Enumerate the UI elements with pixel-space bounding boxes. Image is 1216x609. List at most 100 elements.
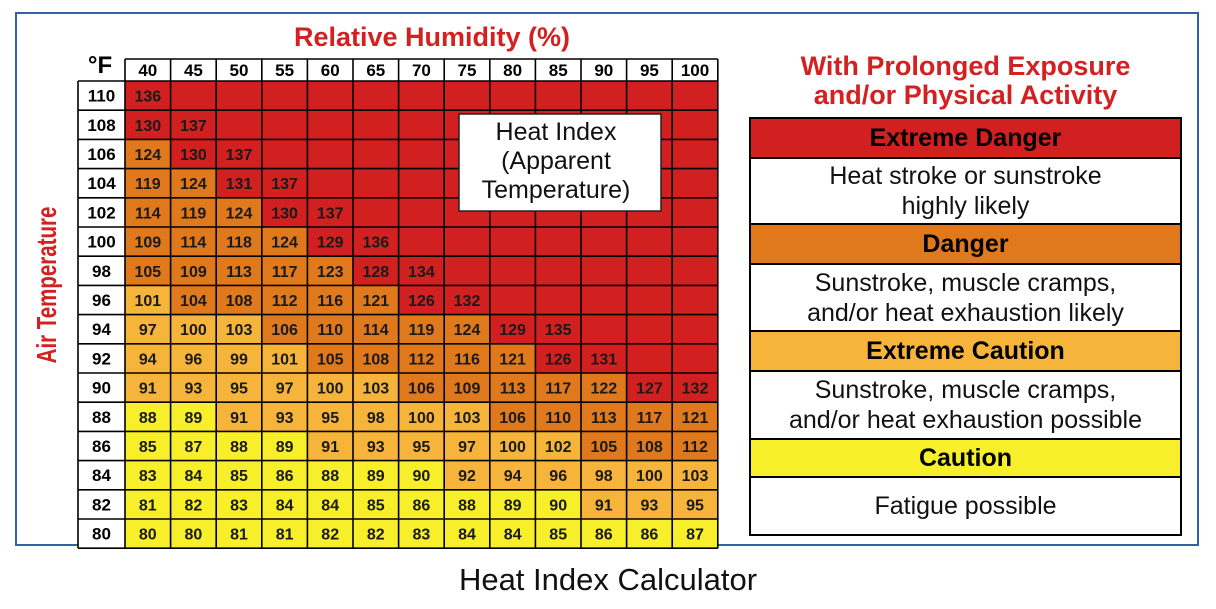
heat-value-label: 114 [180,235,206,252]
heat-cell [125,460,171,491]
heat-value-label: 98 [595,468,613,485]
legend-danger-label: Danger [922,229,1009,258]
heat-value-label: 135 [545,322,572,339]
heat-cell [216,81,263,111]
heat-cell [261,81,308,111]
heat-value-label: 121 [682,410,709,427]
heat-value-label: 122 [590,381,617,398]
heat-cell [398,314,445,345]
heat-cell [581,431,627,461]
heat-value-label: 83 [413,527,431,544]
heat-cell [261,314,308,345]
heat-cell [398,519,445,549]
heat-cell [489,343,536,374]
heat-cell [581,519,627,549]
heat-cell [170,227,217,257]
temperature-tick-label: 108 [87,116,115,135]
heat-value-label: 116 [317,293,343,310]
heat-cell [216,373,263,403]
heat-cell [216,402,263,432]
heat-value-label: 88 [321,468,339,485]
heat-value-label: 91 [595,497,613,514]
heat-cell [626,314,673,345]
legend-extreme-caution-desc-2: and/or heat exhaustion possible [788,406,1143,434]
heat-cell [307,197,354,228]
heat-cell [626,81,673,111]
heat-value-label: 113 [226,264,252,281]
heat-cell [353,460,399,491]
heat-cell [125,139,171,169]
heat-cell [444,489,491,520]
heat-value-label: 97 [276,381,294,398]
heat-cell [307,402,354,432]
heat-cell [216,460,263,491]
heat-cell [170,314,217,345]
legend-caution-desc-1: Fatigue possible [874,492,1057,520]
heat-cell [307,343,354,374]
heat-cell [489,519,536,549]
heat-value-label: 100 [180,322,207,339]
heat-value-label: 83 [139,468,157,485]
heat-value-label: 106 [271,322,298,339]
heat-cell [261,519,308,549]
risk-legend: Extreme Danger Heat stroke or sunstroke … [749,117,1182,536]
heat-cell [535,256,582,286]
humidity-tick-label: 95 [640,61,659,80]
heat-cell [353,314,399,345]
heat-cell [170,256,217,286]
heat-cell [125,519,171,549]
heat-cell [125,431,171,461]
heat-cell [672,489,719,520]
heat-cell [398,139,445,169]
heat-cell [626,373,673,403]
humidity-tick-label: 40 [138,61,157,80]
heat-value-label: 84 [504,527,522,544]
heat-value-label: 89 [276,439,294,456]
temperature-tick-label: 82 [92,495,111,514]
humidity-tick-label: 70 [412,61,431,80]
heat-cell [125,402,171,432]
heat-cell [444,519,491,549]
heat-value-label: 131 [590,351,617,368]
heat-cell [444,373,491,403]
heat-cell [307,460,354,491]
heat-cell [535,285,582,315]
heat-cell [489,373,536,403]
temperature-tick-label: 92 [92,349,111,368]
heat-cell [444,314,491,345]
heat-value-label: 112 [408,351,434,368]
heat-cell [581,460,627,491]
heat-cell [125,489,171,520]
heat-value-label: 84 [458,527,476,544]
heat-cell [307,373,354,403]
heat-cell [307,256,354,286]
heat-value-label: 108 [636,439,663,456]
heat-cell [672,256,719,286]
heat-cell [535,81,582,111]
heat-cell [216,285,263,315]
temperature-tick-label: 84 [92,466,111,485]
heat-cell [170,460,217,491]
heat-value-label: 81 [139,497,157,514]
heat-cell [672,110,719,140]
heat-cell [489,402,536,432]
heat-cell [216,227,263,257]
heat-cell [626,343,673,374]
heat-cell [353,519,399,549]
heat-cell [170,343,217,374]
heat-value-label: 81 [276,527,294,544]
heat-cell [444,81,491,111]
heat-cell [489,256,536,286]
heat-value-label: 86 [413,497,431,514]
heat-value-label: 132 [682,381,709,398]
heat-cell [307,285,354,315]
heat-index-annotation: Heat Index (Apparent Temperature) [458,113,662,212]
heat-cell [398,285,445,315]
heat-cell [444,402,491,432]
humidity-tick-label: 60 [321,61,340,80]
heat-cell [216,139,263,169]
heat-cell [535,227,582,257]
heat-cell [261,431,308,461]
heat-cell [353,256,399,286]
heat-value-label: 130 [271,205,298,222]
